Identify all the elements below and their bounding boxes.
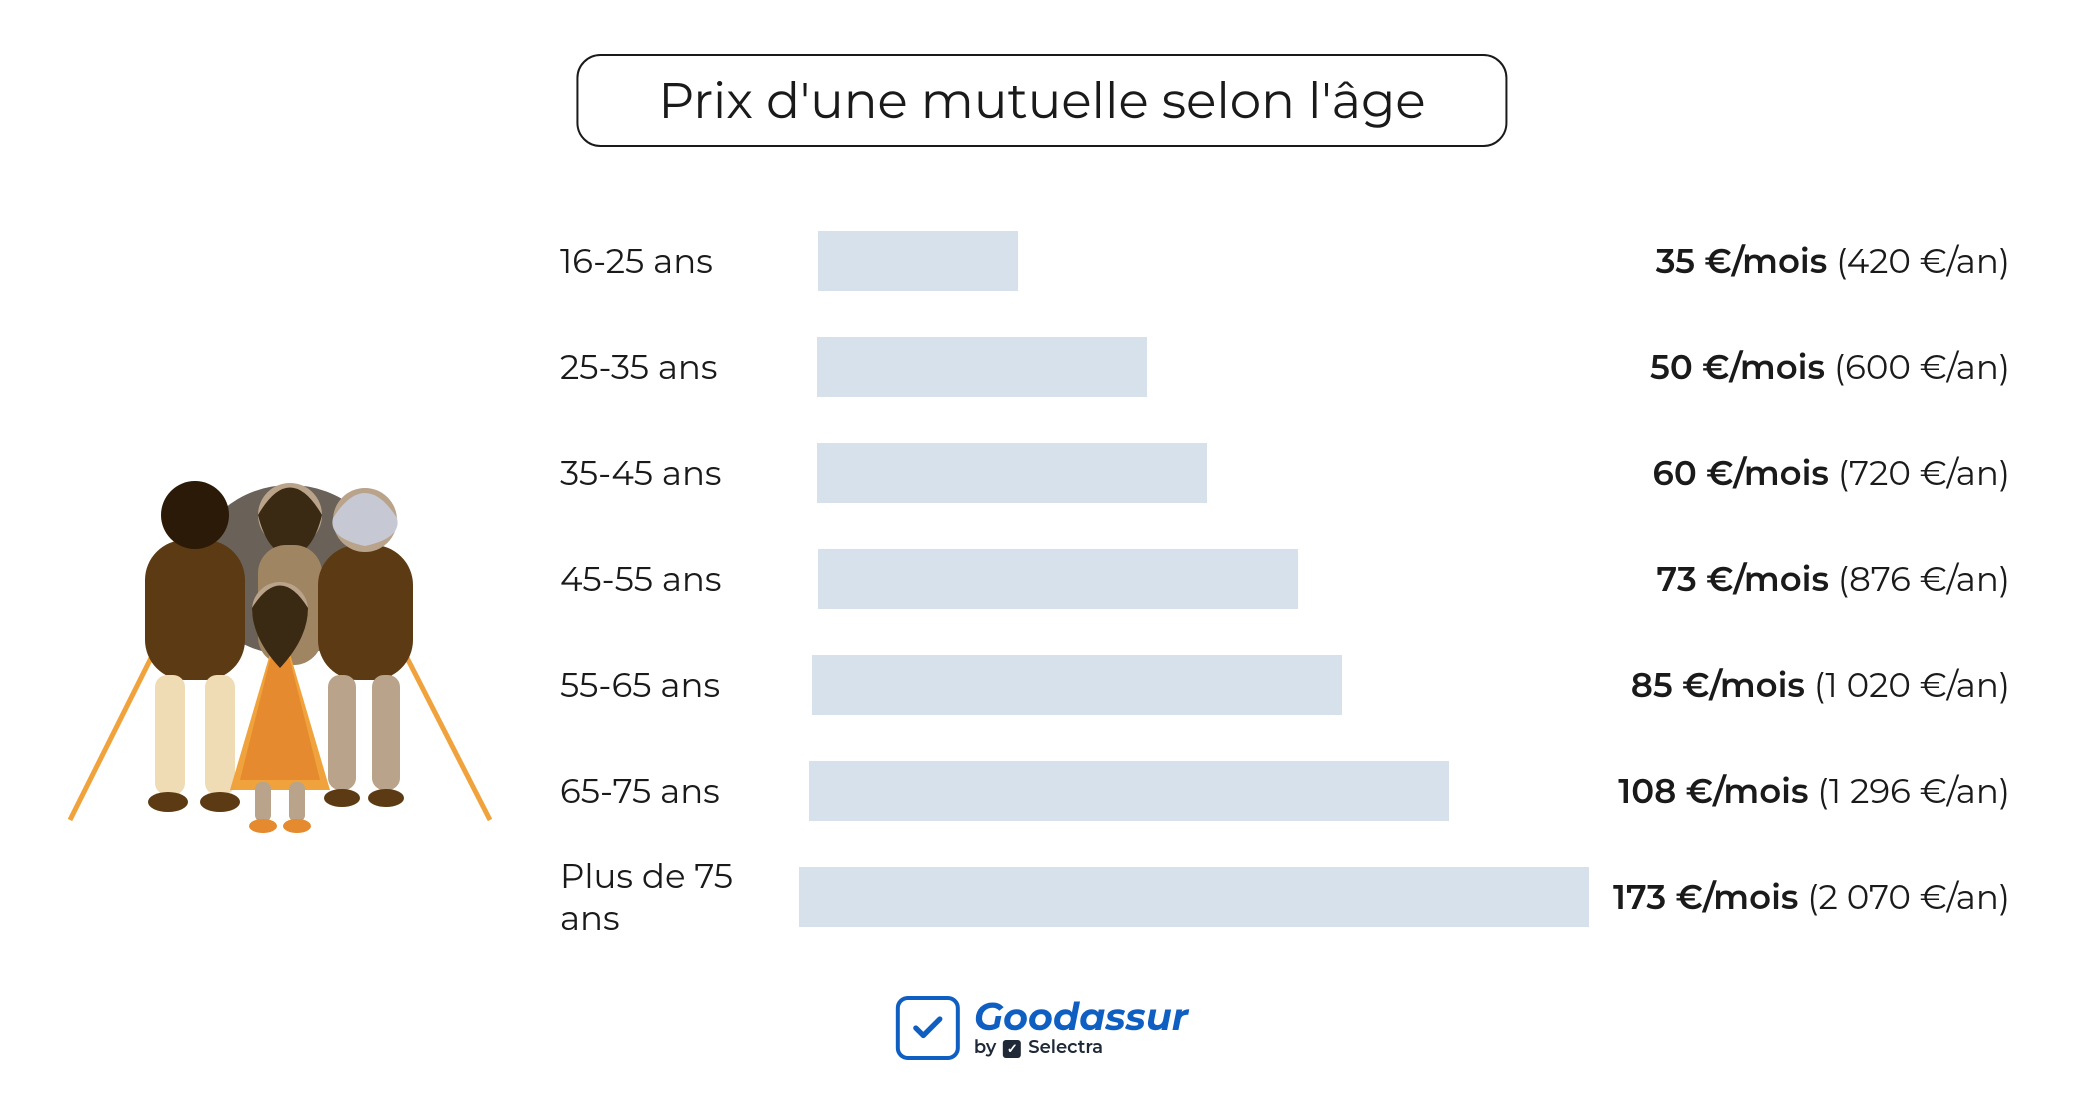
check-icon: ✓ — [1003, 1040, 1021, 1058]
price-yearly: (876 €/an) — [1838, 558, 2010, 600]
age-label: 65-75 ans — [560, 770, 809, 812]
price-yearly: (2 070 €/an) — [1807, 876, 2010, 918]
logo-text: Goodassur by ✓ Selectra — [974, 998, 1188, 1058]
price-monthly: 85 €/mois — [1631, 664, 1805, 706]
chart-row: 65-75 ans 108 €/mois (1 296 €/an) — [560, 760, 2010, 822]
bar — [818, 231, 1018, 291]
chart-row: 45-55 ans 73 €/mois (876 €/an) — [560, 548, 2010, 610]
chart-row: 55-65 ans 85 €/mois (1 020 €/an) — [560, 654, 2010, 716]
chart-row: 16-25 ans 35 €/mois (420 €/an) — [560, 230, 2010, 292]
price-yearly: (600 €/an) — [1834, 346, 2010, 388]
price-yearly: (720 €/an) — [1838, 452, 2010, 494]
bar — [817, 337, 1147, 397]
chart-row: 35-45 ans 60 €/mois (720 €/an) — [560, 442, 2010, 504]
price-by-age-chart: 16-25 ans 35 €/mois (420 €/an) 25-35 ans… — [560, 230, 2010, 972]
bar-wrap — [799, 867, 1589, 927]
price-label: 108 €/mois (1 296 €/an) — [1618, 770, 2010, 812]
age-label: 55-65 ans — [560, 664, 812, 706]
age-label: 45-55 ans — [560, 558, 818, 600]
bar — [818, 549, 1298, 609]
price-label: 60 €/mois (720 €/an) — [1653, 452, 2010, 494]
age-label: 35-45 ans — [560, 452, 817, 494]
price-yearly: (420 €/an) — [1836, 240, 2010, 282]
price-monthly: 50 €/mois — [1650, 346, 1825, 388]
brand-logo: Goodassur by ✓ Selectra — [896, 996, 1188, 1060]
bar — [799, 867, 1589, 927]
bar-wrap — [818, 231, 1632, 291]
bar-wrap — [817, 337, 1626, 397]
byline-prefix: by — [974, 1036, 996, 1058]
bar — [812, 655, 1342, 715]
bar-wrap — [817, 443, 1628, 503]
age-label: 16-25 ans — [560, 240, 818, 282]
chart-row: Plus de 75 ans 173 €/mois (2 070 €/an) — [560, 866, 2010, 928]
price-yearly: (1 020 €/an) — [1814, 664, 2010, 706]
age-label: Plus de 75 ans — [560, 855, 799, 939]
page-title: Prix d'une mutuelle selon l'âge — [576, 54, 1507, 147]
price-monthly: 60 €/mois — [1653, 452, 1829, 494]
logo-byline: by ✓ Selectra — [974, 1038, 1188, 1058]
price-label: 73 €/mois (876 €/an) — [1657, 558, 2010, 600]
age-label: 25-35 ans — [560, 346, 817, 388]
bar-wrap — [812, 655, 1607, 715]
chart-row: 25-35 ans 50 €/mois (600 €/an) — [560, 336, 2010, 398]
price-monthly: 73 €/mois — [1657, 558, 1829, 600]
price-label: 173 €/mois (2 070 €/an) — [1613, 876, 2010, 918]
price-yearly: (1 296 €/an) — [1817, 770, 2010, 812]
bar-wrap — [818, 549, 1632, 609]
price-monthly: 108 €/mois — [1618, 770, 1808, 812]
price-label: 85 €/mois (1 020 €/an) — [1631, 664, 2010, 706]
price-monthly: 173 €/mois — [1613, 876, 1798, 918]
price-label: 35 €/mois (420 €/an) — [1656, 240, 2010, 282]
price-label: 50 €/mois (600 €/an) — [1650, 346, 2010, 388]
price-monthly: 35 €/mois — [1656, 240, 1828, 282]
family-illustration — [60, 420, 500, 840]
bar — [809, 761, 1449, 821]
logo-brand: Goodassur — [974, 998, 1188, 1036]
byline-brand: Selectra — [1028, 1036, 1103, 1058]
check-shield-icon — [896, 996, 960, 1060]
bar — [817, 443, 1207, 503]
bar-wrap — [809, 761, 1594, 821]
